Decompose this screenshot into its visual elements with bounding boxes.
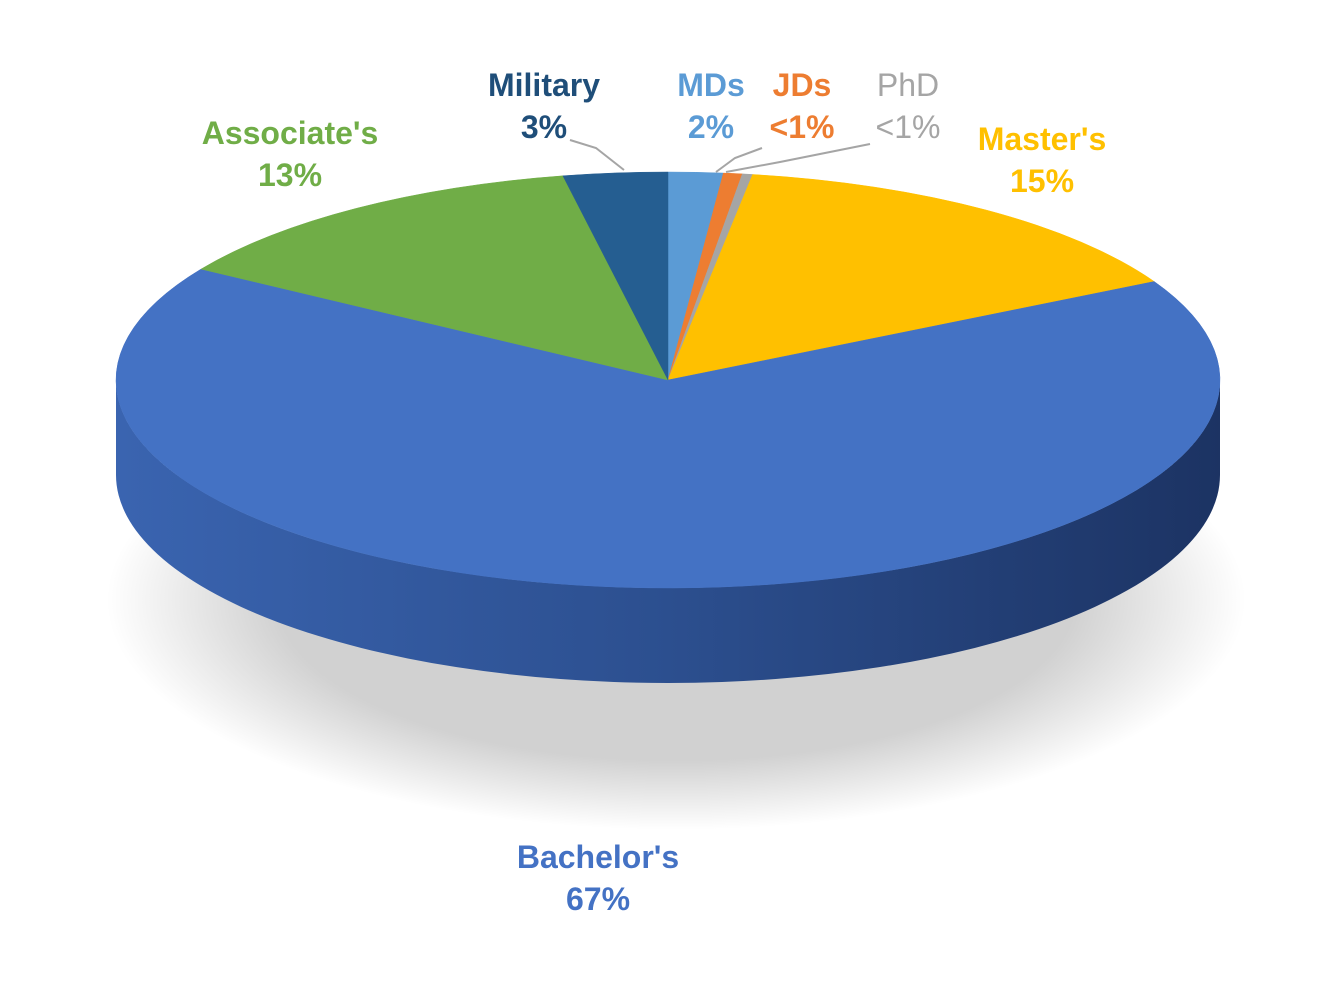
label-phd-value: <1% (875, 109, 941, 146)
label-military: Military 3% (488, 64, 600, 148)
label-mds: MDs 2% (677, 64, 745, 148)
pie-slice-masters (667, 174, 1155, 381)
label-jds-name: JDs (772, 67, 832, 103)
label-masters-name: Master's (977, 121, 1107, 157)
pie-slice-bachelors (115, 268, 1221, 589)
pie-slice-associates (200, 175, 669, 381)
label-phd: PhD <1% (876, 64, 941, 148)
label-jds: JDs <1% (770, 64, 835, 148)
label-bachelors-name: Bachelor's (516, 839, 680, 875)
label-masters: Master's 15% (978, 118, 1107, 202)
label-associates: Associate's 13% (202, 112, 379, 196)
pie-slice-military (562, 171, 669, 381)
leader-lines (569, 139, 871, 173)
label-bachelors-value: 67% (565, 881, 631, 918)
pie-top (115, 171, 1221, 589)
label-mds-value: 2% (687, 109, 735, 146)
label-mds-name: MDs (677, 67, 745, 103)
label-bachelors: Bachelor's 67% (517, 836, 679, 920)
label-jds-value: <1% (769, 109, 835, 146)
leader-line-military (569, 139, 625, 171)
label-military-name: Military (487, 67, 601, 103)
leader-line-jds (715, 147, 763, 173)
label-military-value: 3% (520, 109, 568, 146)
label-associates-name: Associate's (201, 115, 379, 151)
pie-side-wall (116, 380, 1220, 683)
label-masters-value: 15% (1009, 163, 1075, 200)
leader-line-phd (725, 143, 871, 173)
label-associates-value: 13% (257, 157, 323, 194)
label-phd-name: PhD (876, 67, 940, 103)
